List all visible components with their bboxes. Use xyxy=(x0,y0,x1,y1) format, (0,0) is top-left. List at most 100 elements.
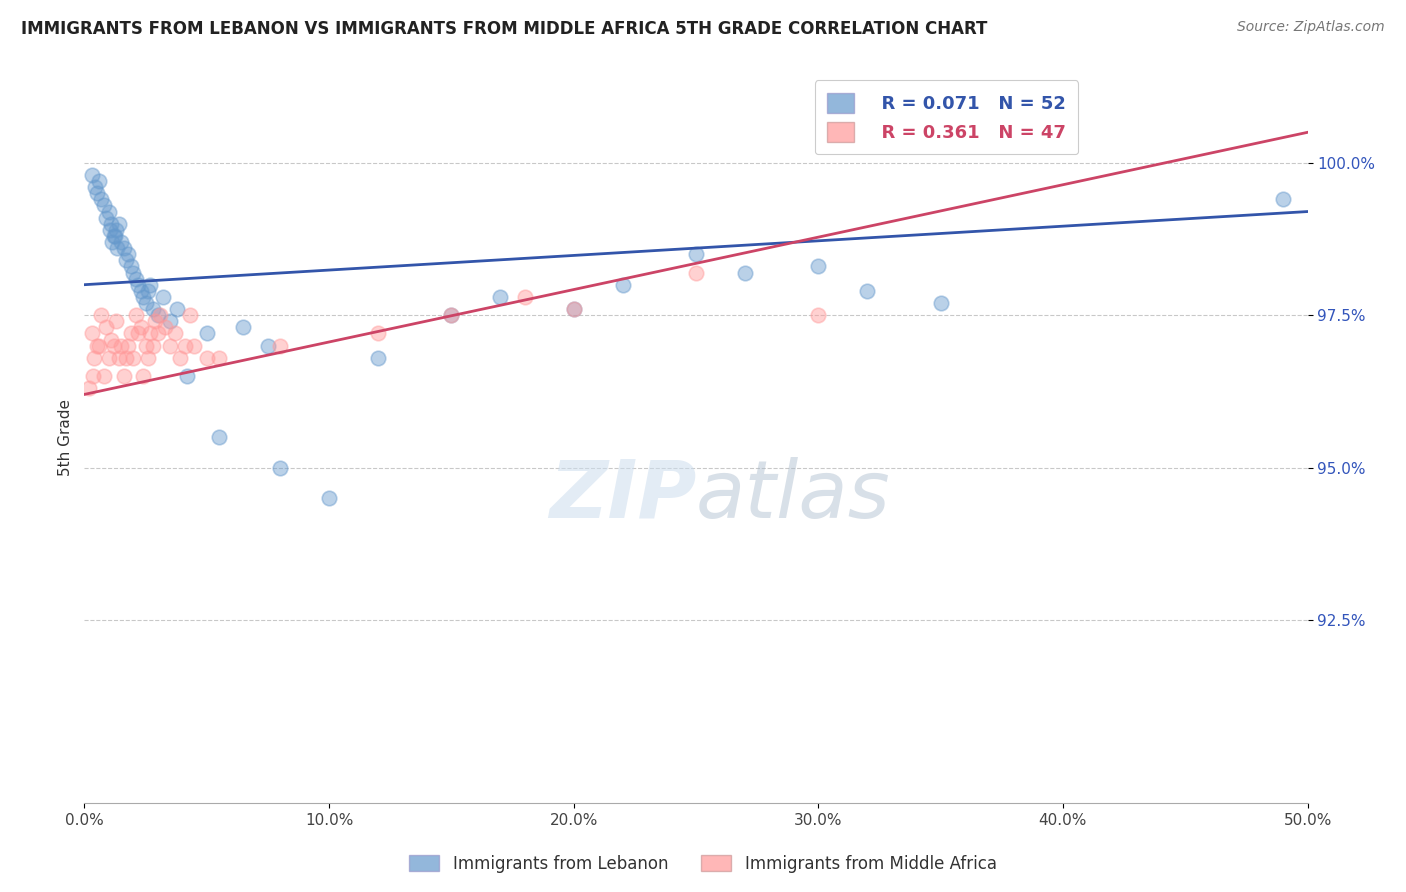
Point xyxy=(685,247,707,261)
Point xyxy=(120,260,142,274)
Point xyxy=(612,277,634,292)
Point xyxy=(87,174,110,188)
Point xyxy=(101,235,124,249)
Point xyxy=(367,326,389,341)
Point xyxy=(318,491,340,505)
Point xyxy=(93,198,115,212)
Point xyxy=(173,339,195,353)
Point xyxy=(367,351,389,365)
Point xyxy=(176,369,198,384)
Point xyxy=(440,308,463,322)
Point xyxy=(84,180,107,194)
Point xyxy=(97,351,120,365)
Point xyxy=(112,241,135,255)
Point xyxy=(152,290,174,304)
Point xyxy=(77,381,100,395)
Point xyxy=(103,229,125,244)
Point xyxy=(105,223,128,237)
Point xyxy=(440,308,463,322)
Point xyxy=(562,302,585,317)
Point xyxy=(96,211,118,225)
Point xyxy=(129,320,152,334)
Point xyxy=(685,266,707,280)
Point xyxy=(90,193,112,207)
Point xyxy=(125,271,148,285)
Point xyxy=(82,369,104,384)
Point xyxy=(183,339,205,353)
Point xyxy=(117,247,139,261)
Point xyxy=(269,460,291,475)
Point xyxy=(80,326,103,341)
Point xyxy=(127,326,149,341)
Point xyxy=(132,290,155,304)
Point xyxy=(562,302,585,317)
Point xyxy=(97,204,120,219)
Point xyxy=(100,333,122,347)
Point xyxy=(139,277,162,292)
Point xyxy=(1272,193,1295,207)
Point xyxy=(107,217,129,231)
Text: atlas: atlas xyxy=(696,457,891,534)
Point xyxy=(489,290,512,304)
Point xyxy=(104,229,127,244)
Point xyxy=(807,308,830,322)
Point xyxy=(159,314,181,328)
Point xyxy=(107,351,129,365)
Point xyxy=(125,308,148,322)
Point xyxy=(142,339,165,353)
Point xyxy=(80,168,103,182)
Point xyxy=(232,320,254,334)
Point xyxy=(195,326,218,341)
Point xyxy=(208,430,231,444)
Point xyxy=(136,284,159,298)
Point xyxy=(86,339,108,353)
Point xyxy=(257,339,280,353)
Point xyxy=(135,339,157,353)
Point xyxy=(807,260,830,274)
Point xyxy=(110,235,132,249)
Point xyxy=(139,326,162,341)
Point xyxy=(122,266,145,280)
Point xyxy=(929,296,952,310)
Point xyxy=(208,351,231,365)
Point xyxy=(856,284,879,298)
Point xyxy=(115,351,138,365)
Point xyxy=(142,302,165,317)
Point xyxy=(146,326,169,341)
Point xyxy=(153,320,176,334)
Point xyxy=(132,369,155,384)
Point xyxy=(90,308,112,322)
Point xyxy=(169,351,191,365)
Point xyxy=(135,296,157,310)
Legend: Immigrants from Lebanon, Immigrants from Middle Africa: Immigrants from Lebanon, Immigrants from… xyxy=(402,848,1004,880)
Point xyxy=(159,339,181,353)
Legend:   R = 0.071   N = 52,   R = 0.361   N = 47: R = 0.071 N = 52, R = 0.361 N = 47 xyxy=(814,80,1078,154)
Point xyxy=(96,320,118,334)
Point xyxy=(115,253,138,268)
Point xyxy=(166,302,188,317)
Point xyxy=(87,339,110,353)
Point xyxy=(149,308,172,322)
Point xyxy=(734,266,756,280)
Point xyxy=(105,241,128,255)
Point xyxy=(269,339,291,353)
Point xyxy=(110,339,132,353)
Point xyxy=(103,339,125,353)
Point xyxy=(127,277,149,292)
Point xyxy=(112,369,135,384)
Point xyxy=(513,290,536,304)
Point xyxy=(86,186,108,201)
Point xyxy=(105,314,128,328)
Point xyxy=(146,308,169,322)
Point xyxy=(195,351,218,365)
Point xyxy=(136,351,159,365)
Point xyxy=(98,223,121,237)
Point xyxy=(163,326,186,341)
Text: IMMIGRANTS FROM LEBANON VS IMMIGRANTS FROM MIDDLE AFRICA 5TH GRADE CORRELATION C: IMMIGRANTS FROM LEBANON VS IMMIGRANTS FR… xyxy=(21,20,987,37)
Y-axis label: 5th Grade: 5th Grade xyxy=(58,399,73,475)
Point xyxy=(120,326,142,341)
Point xyxy=(93,369,115,384)
Point xyxy=(122,351,145,365)
Point xyxy=(179,308,201,322)
Point xyxy=(117,339,139,353)
